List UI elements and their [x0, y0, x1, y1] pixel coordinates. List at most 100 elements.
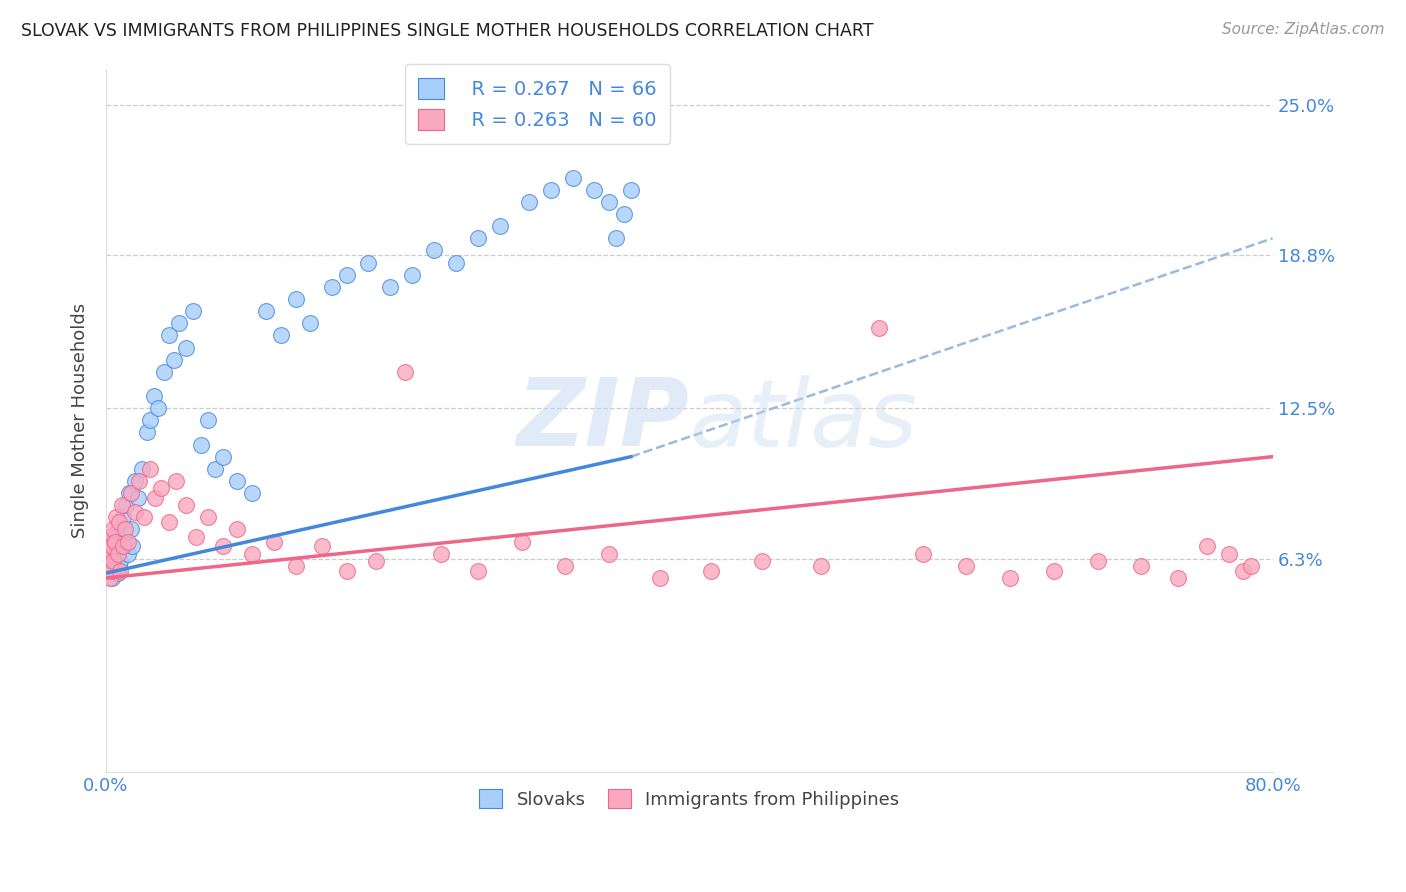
Point: [150, 481, 173, 495]
Point: [163, 352, 186, 367]
Text: Source: ZipAtlas.com: Source: ZipAtlas.com: [1222, 22, 1385, 37]
Point: [157, 328, 180, 343]
Point: [97, 564, 120, 578]
Point: [110, 564, 132, 578]
Point: [311, 540, 333, 554]
Point: [145, 491, 167, 505]
Point: [190, 437, 212, 451]
Point: [118, 486, 141, 500]
Point: [103, 523, 125, 537]
Point: [117, 534, 139, 549]
Point: [488, 219, 510, 234]
Point: [211, 540, 233, 554]
Point: [112, 540, 135, 554]
Point: [98, 554, 121, 568]
Point: [263, 534, 285, 549]
Point: [1240, 558, 1263, 573]
Point: [1232, 564, 1254, 578]
Point: [186, 530, 208, 544]
Point: [394, 365, 416, 379]
Point: [444, 255, 467, 269]
Point: [107, 547, 129, 561]
Point: [1218, 547, 1240, 561]
Point: [554, 558, 576, 573]
Point: [121, 540, 143, 554]
Point: [254, 304, 277, 318]
Point: [226, 474, 249, 488]
Point: [98, 571, 121, 585]
Point: [335, 268, 357, 282]
Point: [423, 244, 446, 258]
Point: [104, 530, 127, 544]
Point: [270, 328, 292, 343]
Text: SLOVAK VS IMMIGRANTS FROM PHILIPPINES SINGLE MOTHER HOUSEHOLDS CORRELATION CHART: SLOVAK VS IMMIGRANTS FROM PHILIPPINES SI…: [21, 22, 873, 40]
Point: [911, 547, 934, 561]
Point: [1087, 554, 1109, 568]
Point: [127, 491, 149, 505]
Point: [335, 564, 357, 578]
Point: [598, 194, 620, 209]
Point: [97, 558, 120, 573]
Point: [104, 564, 127, 578]
Point: [110, 554, 132, 568]
Point: [998, 571, 1021, 585]
Point: [100, 564, 122, 578]
Point: [105, 540, 128, 554]
Point: [561, 170, 583, 185]
Point: [131, 462, 153, 476]
Point: [598, 547, 620, 561]
Point: [108, 558, 131, 573]
Point: [97, 547, 120, 561]
Y-axis label: Single Mother Households: Single Mother Households: [72, 302, 89, 538]
Point: [321, 280, 343, 294]
Point: [284, 558, 307, 573]
Point: [96, 564, 118, 578]
Point: [284, 292, 307, 306]
Point: [103, 554, 125, 568]
Point: [107, 523, 129, 537]
Point: [211, 450, 233, 464]
Point: [751, 554, 773, 568]
Point: [135, 425, 157, 440]
Point: [540, 183, 562, 197]
Point: [114, 523, 136, 537]
Point: [613, 207, 636, 221]
Point: [103, 547, 125, 561]
Point: [100, 571, 122, 585]
Point: [868, 321, 890, 335]
Point: [100, 534, 122, 549]
Point: [105, 551, 128, 566]
Point: [700, 564, 723, 578]
Point: [1195, 540, 1218, 554]
Point: [97, 547, 120, 561]
Point: [108, 515, 131, 529]
Point: [153, 365, 176, 379]
Point: [510, 534, 533, 549]
Point: [115, 498, 138, 512]
Point: [810, 558, 832, 573]
Point: [124, 506, 146, 520]
Point: [1043, 564, 1066, 578]
Point: [583, 183, 606, 197]
Point: [98, 530, 121, 544]
Point: [174, 341, 197, 355]
Point: [124, 474, 146, 488]
Point: [112, 510, 135, 524]
Point: [105, 510, 128, 524]
Point: [240, 486, 263, 500]
Point: [138, 462, 160, 476]
Point: [467, 231, 489, 245]
Point: [197, 413, 219, 427]
Point: [111, 523, 134, 537]
Point: [240, 547, 263, 561]
Point: [204, 462, 226, 476]
Point: [107, 566, 129, 581]
Point: [165, 474, 187, 488]
Point: [100, 540, 122, 554]
Point: [110, 540, 132, 554]
Point: [955, 558, 977, 573]
Point: [111, 498, 134, 512]
Point: [138, 413, 160, 427]
Point: [357, 255, 380, 269]
Legend: Slovaks, Immigrants from Philippines: Slovaks, Immigrants from Philippines: [472, 781, 907, 816]
